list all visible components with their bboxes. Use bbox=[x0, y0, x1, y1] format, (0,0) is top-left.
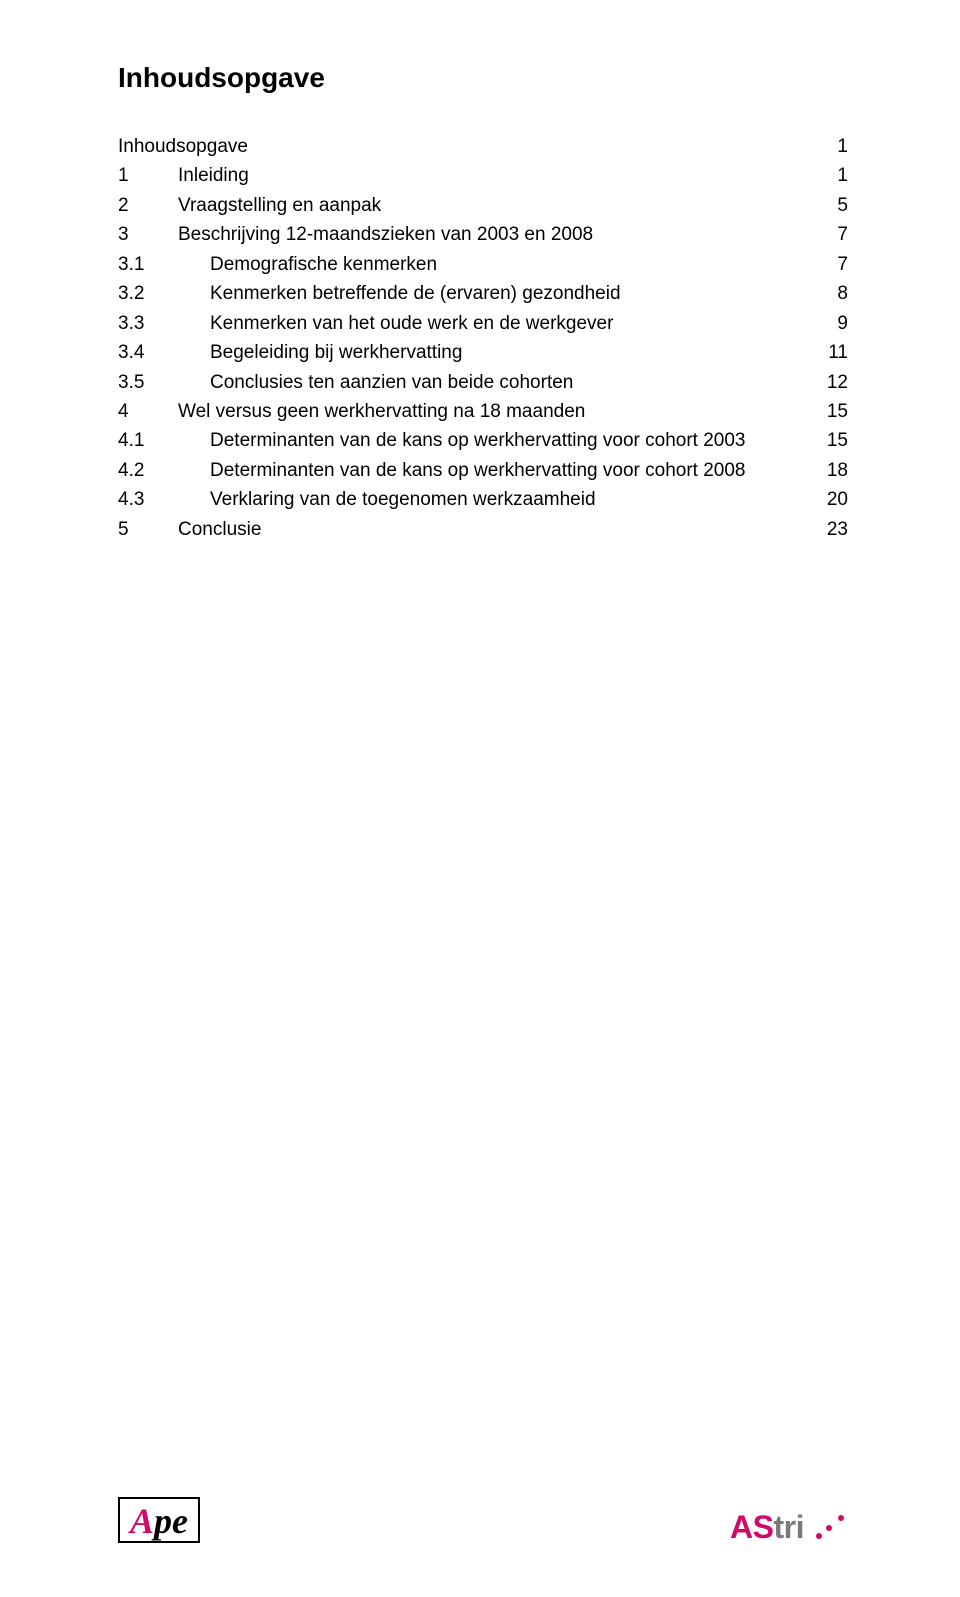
toc-row-label: Conclusies ten aanzien van beide cohorte… bbox=[210, 368, 814, 397]
toc-row-page: 11 bbox=[814, 338, 848, 367]
toc-row-number: 4.1 bbox=[118, 426, 210, 455]
page: Inhoudsopgave Inhoudsopgave11Inleiding12… bbox=[0, 0, 960, 1597]
toc-row-page: 23 bbox=[814, 515, 848, 544]
logo-astri: AStri bbox=[730, 1511, 848, 1543]
toc-row-number: 5 bbox=[118, 515, 178, 544]
logo-astri-letters-as: AS bbox=[730, 1509, 773, 1545]
toc-row: 3.4Begeleiding bij werkhervatting11 bbox=[118, 338, 848, 367]
logo-astri-text: AStri bbox=[730, 1511, 804, 1543]
toc-row-page: 9 bbox=[814, 309, 848, 338]
logo-astri-dots bbox=[814, 1511, 848, 1541]
toc-row-number: 3.2 bbox=[118, 279, 210, 308]
logo-ape-text: Ape bbox=[130, 1501, 188, 1541]
toc-row: 3.1Demografische kenmerken7 bbox=[118, 250, 848, 279]
toc-row-page: 15 bbox=[814, 397, 848, 426]
toc-row: Inhoudsopgave1 bbox=[118, 132, 848, 161]
toc-row-number: 3.1 bbox=[118, 250, 210, 279]
footer: Ape AStri bbox=[0, 1483, 960, 1543]
toc-row-number: 3.5 bbox=[118, 368, 210, 397]
logo-ape-letters-pe: pe bbox=[154, 1501, 188, 1541]
toc-row-page: 7 bbox=[814, 220, 848, 249]
toc-row-number: 1 bbox=[118, 161, 178, 190]
toc-row-label: Determinanten van de kans op werkhervatt… bbox=[210, 426, 814, 455]
toc-row-label: Begeleiding bij werkhervatting bbox=[210, 338, 814, 367]
toc-row-label: Inleiding bbox=[178, 161, 814, 190]
logo-astri-letters-tri: tri bbox=[774, 1509, 805, 1545]
toc-row: 5Conclusie23 bbox=[118, 515, 848, 544]
toc-row-page: 8 bbox=[814, 279, 848, 308]
toc-row-number: 2 bbox=[118, 191, 178, 220]
toc-row-page: 5 bbox=[814, 191, 848, 220]
toc-row-label: Verklaring van de toegenomen werkzaamhei… bbox=[210, 485, 814, 514]
toc-row: 4.2Determinanten van de kans op werkherv… bbox=[118, 456, 848, 485]
toc-row: 3Beschrijving 12-maandszieken van 2003 e… bbox=[118, 220, 848, 249]
logo-astri-dot bbox=[816, 1533, 822, 1539]
toc-row-label: Beschrijving 12-maandszieken van 2003 en… bbox=[178, 220, 814, 249]
toc-row: 3.3Kenmerken van het oude werk en de wer… bbox=[118, 309, 848, 338]
toc-row: 1Inleiding1 bbox=[118, 161, 848, 190]
toc-row-label: Demografische kenmerken bbox=[210, 250, 814, 279]
toc-row-page: 1 bbox=[814, 161, 848, 190]
toc-row: 4.3Verklaring van de toegenomen werkzaam… bbox=[118, 485, 848, 514]
logo-astri-dot bbox=[838, 1515, 844, 1521]
toc-row-page: 12 bbox=[814, 368, 848, 397]
toc-row-label: Conclusie bbox=[178, 515, 814, 544]
toc-row-number: 4.3 bbox=[118, 485, 210, 514]
toc-row-number: 3.4 bbox=[118, 338, 210, 367]
toc-row-page: 1 bbox=[814, 132, 848, 161]
toc-row-label: Kenmerken betreffende de (ervaren) gezon… bbox=[210, 279, 814, 308]
toc-row-page: 18 bbox=[814, 456, 848, 485]
toc-row-label: Determinanten van de kans op werkhervatt… bbox=[210, 456, 814, 485]
logo-ape-letter-a: A bbox=[130, 1501, 154, 1541]
toc-row-label: Inhoudsopgave bbox=[118, 132, 814, 161]
table-of-contents: Inhoudsopgave11Inleiding12Vraagstelling … bbox=[118, 132, 848, 544]
toc-row-label: Wel versus geen werkhervatting na 18 maa… bbox=[178, 397, 814, 426]
toc-row-page: 15 bbox=[814, 426, 848, 455]
logo-astri-dot bbox=[826, 1525, 832, 1531]
logo-astri-wrap: AStri bbox=[730, 1511, 848, 1543]
toc-row-page: 7 bbox=[814, 250, 848, 279]
toc-row-label: Kenmerken van het oude werk en de werkge… bbox=[210, 309, 814, 338]
toc-row-number: 3.3 bbox=[118, 309, 210, 338]
toc-row: 4.1Determinanten van de kans op werkherv… bbox=[118, 426, 848, 455]
toc-row-number: 4 bbox=[118, 397, 178, 426]
logo-ape-box: Ape bbox=[118, 1497, 200, 1543]
toc-row-label: Vraagstelling en aanpak bbox=[178, 191, 814, 220]
toc-row-number: 4.2 bbox=[118, 456, 210, 485]
toc-row: 4Wel versus geen werkhervatting na 18 ma… bbox=[118, 397, 848, 426]
toc-row-page: 20 bbox=[814, 485, 848, 514]
toc-row-number: 3 bbox=[118, 220, 178, 249]
logo-ape: Ape bbox=[118, 1497, 200, 1543]
toc-row: 3.2Kenmerken betreffende de (ervaren) ge… bbox=[118, 279, 848, 308]
toc-row: 2Vraagstelling en aanpak5 bbox=[118, 191, 848, 220]
toc-row: 3.5Conclusies ten aanzien van beide coho… bbox=[118, 368, 848, 397]
page-title: Inhoudsopgave bbox=[118, 62, 848, 94]
